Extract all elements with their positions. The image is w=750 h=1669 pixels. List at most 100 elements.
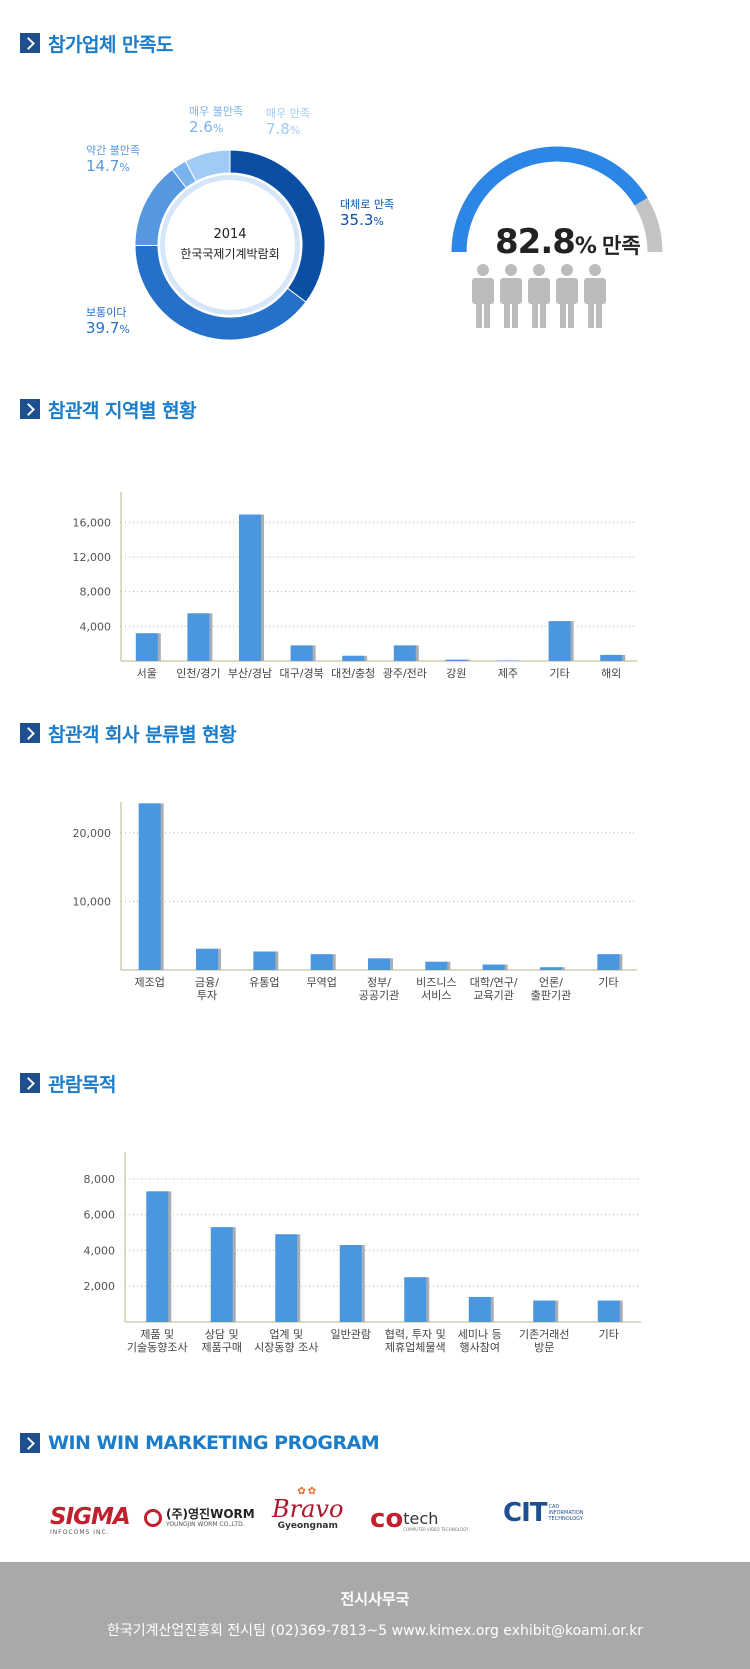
bar xyxy=(425,961,448,970)
bar xyxy=(310,954,333,970)
bravo-logo: ✿✿ Bravo Gyeongnam xyxy=(272,1486,344,1531)
person-icon xyxy=(556,264,578,328)
label-unit: % xyxy=(373,214,384,228)
person-icon xyxy=(500,264,522,328)
x-tick-label: 금융/투자 xyxy=(195,976,219,1002)
label-name: 약간 불만족 xyxy=(86,144,141,157)
bar xyxy=(468,1296,491,1322)
y-tick-label: 20,000 xyxy=(73,827,112,840)
bar xyxy=(239,514,261,661)
bar xyxy=(368,958,390,970)
chevron-right-icon xyxy=(20,723,40,743)
bar xyxy=(445,659,468,661)
gauge-label: 만족 xyxy=(602,234,641,258)
label-value: 35.3 xyxy=(340,210,374,229)
bar xyxy=(482,964,505,970)
bar xyxy=(342,655,365,661)
bar xyxy=(597,954,620,970)
x-tick-label: 대전/충청 xyxy=(331,667,375,680)
label-name: 매우 불만족 xyxy=(189,105,244,118)
x-tick-label: 일반관람 xyxy=(331,1327,371,1341)
x-tick-label: 인천/경기 xyxy=(176,666,220,680)
bar xyxy=(497,660,519,661)
label-unit: % xyxy=(212,121,224,135)
region-bar-chart: 4,000 8,000 12,000 16,000 서울 인천/경기 부산/경남 대구/경북 대… xyxy=(73,492,637,680)
x-tick-label: 업계 및 시장동향 조사 xyxy=(254,1328,318,1354)
label-value: 2.6 xyxy=(189,117,213,136)
section-title: 관람목적 xyxy=(48,1073,116,1096)
y-tick-label: 4,000 xyxy=(80,620,112,633)
label-unit: % xyxy=(119,160,130,174)
y-tick-label: 16,000 xyxy=(73,516,112,529)
x-tick-label: 비즈니스 서비스 xyxy=(416,976,456,1002)
chevron-right-icon xyxy=(20,1073,40,1093)
bravo-flower-icon: ✿✿ xyxy=(297,1486,319,1497)
y-tick-label: 10,000 xyxy=(73,895,112,908)
section-title: 참관객 회사 분류별 현황 xyxy=(48,723,237,746)
section-header-purpose: 관람목적 xyxy=(20,1070,116,1096)
bar xyxy=(597,1300,620,1322)
donut-center-name: 한국국제기계박람회 xyxy=(180,247,279,261)
x-tick-label: 기타 xyxy=(599,1328,619,1341)
footer: 전시사무국 한국기계산업진흥회 전시팀 (02)369-7813~5 www.k… xyxy=(0,1562,750,1669)
section-header-winwin: WIN WIN MARKETING PROGRAM xyxy=(20,1430,380,1456)
satisfaction-gauge xyxy=(451,146,663,328)
company-bar-chart: 10,000 20,000 제조업 금융/투자 유통업 무역업 정부/공공기관 비즈니스 서비스… xyxy=(73,802,637,1002)
x-tick-label: 기존거래선 방문 xyxy=(519,1328,570,1354)
section-title: 참관객 지역별 현황 xyxy=(48,399,197,422)
label-name: 보통이다 xyxy=(86,306,127,319)
x-tick-label: 정부/공공기관 xyxy=(359,976,399,1002)
label-unit: % xyxy=(289,123,301,137)
bar xyxy=(138,803,161,970)
section-header-company: 참관객 회사 분류별 현황 xyxy=(20,720,237,746)
x-tick-label: 강원 xyxy=(446,667,466,680)
gauge-fill xyxy=(451,146,648,253)
label-name: 매우 만족 xyxy=(266,107,310,120)
gauge-unit: % xyxy=(574,234,597,259)
y-tick-label: 8,000 xyxy=(84,1173,116,1186)
cotech-mark-icon: co xyxy=(370,1504,404,1534)
youngjin-logo: (주)영진WORM YOUNGJIN WORM CO.,LTD. xyxy=(144,1507,255,1528)
donut-slice xyxy=(184,149,231,183)
person-icon xyxy=(528,264,550,328)
label-value: 14.7 xyxy=(86,156,120,175)
bar xyxy=(533,1300,556,1322)
person-icon xyxy=(472,264,494,328)
gauge-readout: 82.8% 만족 xyxy=(495,222,641,262)
bar xyxy=(540,967,562,970)
x-tick-label: 언론/출판기관 xyxy=(531,976,571,1002)
x-tick-label: 기타 xyxy=(598,976,618,989)
x-tick-label: 제주 xyxy=(498,667,518,680)
section-header-satisfaction: 참가업체 만족도 xyxy=(20,30,173,56)
bar xyxy=(210,1227,233,1322)
footer-title: 전시사무국 xyxy=(340,1590,410,1608)
satisfaction-donut-chart: 2014 한국국제기계박람회 xyxy=(134,149,326,341)
y-tick-label: 8,000 xyxy=(80,586,112,599)
donut-center xyxy=(165,180,295,310)
youngjin-emblem-icon xyxy=(144,1509,162,1528)
y-tick-label: 12,000 xyxy=(73,551,112,564)
x-tick-label: 세미나 등 행사참여 xyxy=(458,1328,502,1354)
label-value: 7.8 xyxy=(266,119,290,138)
label-unit: % xyxy=(119,322,130,336)
x-tick-label: 광주/전라 xyxy=(383,667,427,680)
bar xyxy=(600,654,623,661)
x-tick-label: 대구/경북 xyxy=(280,667,324,680)
footer-contact: 한국기계산업진흥회 전시팀 (02)369-7813~5 www.kimex.o… xyxy=(106,1623,644,1639)
bar xyxy=(187,613,210,661)
x-tick-label: 협력, 투자 및 제휴업체물색 xyxy=(385,1328,446,1354)
bar xyxy=(275,1234,298,1322)
donut-label-neutral: 보통이다 39.7% xyxy=(86,306,130,337)
x-tick-label: 제조업 xyxy=(134,976,164,989)
donut-label-very-satisfied: 매우 만족 7.8% xyxy=(266,107,310,138)
bar xyxy=(146,1191,169,1322)
y-tick-label: 4,000 xyxy=(84,1244,116,1257)
gauge-value: 82.8 xyxy=(495,222,576,262)
section-title: WIN WIN MARKETING PROGRAM xyxy=(48,1432,380,1454)
x-tick-label: 해외 xyxy=(601,666,621,680)
label-value: 39.7 xyxy=(86,318,120,337)
x-tick-label: 대학/연구/교육기관 xyxy=(470,976,518,1002)
x-tick-label: 무역업 xyxy=(306,976,336,989)
section-title: 참가업체 만족도 xyxy=(48,33,173,56)
x-tick-label: 기타 xyxy=(549,667,569,680)
